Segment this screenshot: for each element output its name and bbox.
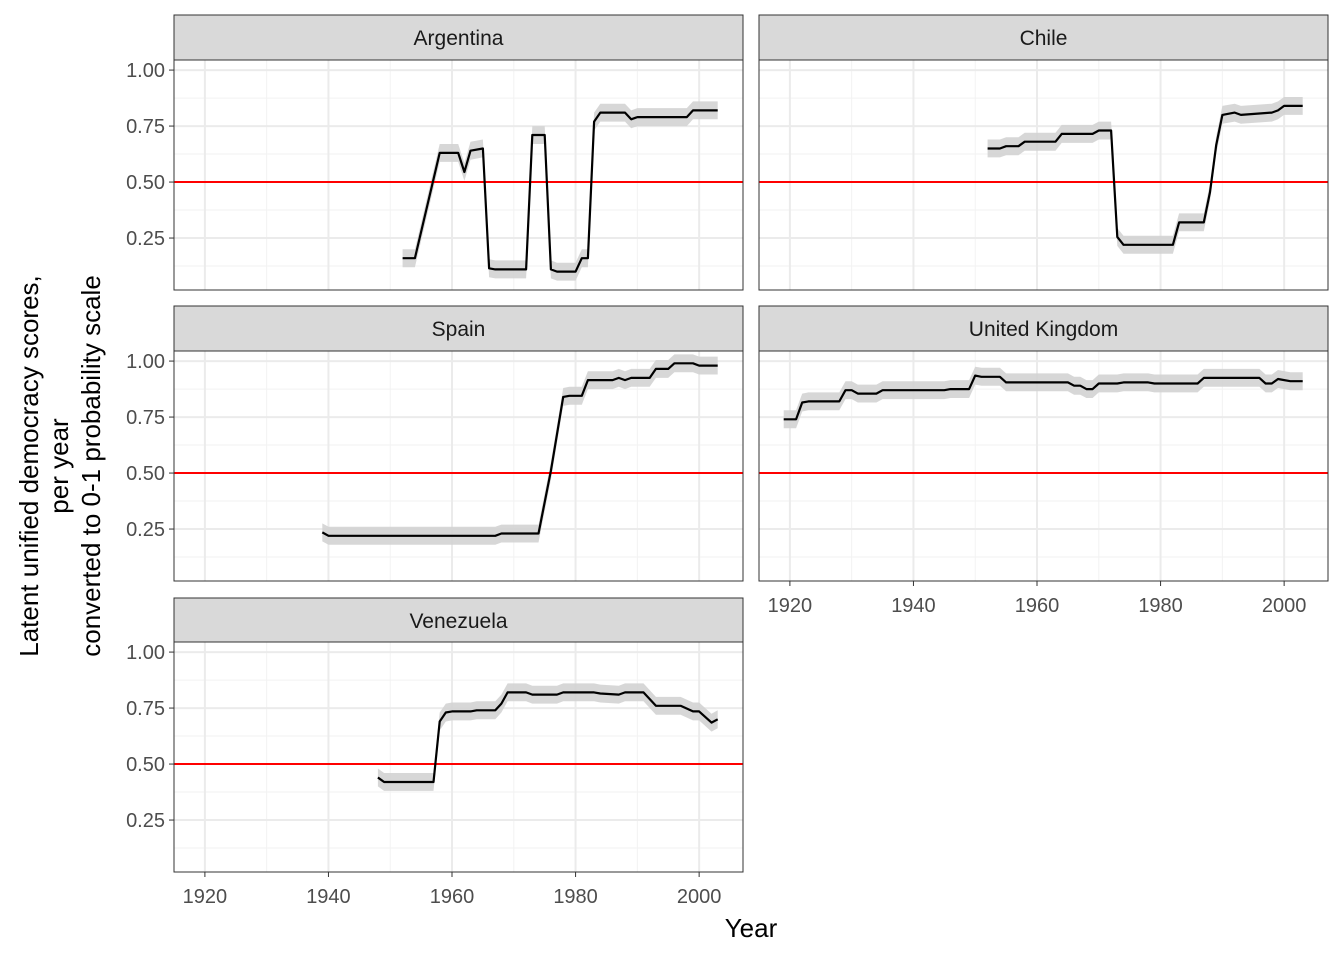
panel-border xyxy=(173,350,744,582)
facet-strip xyxy=(758,305,1329,352)
y-axis-title-line-3: converted to 0-1 probability scale xyxy=(76,275,106,657)
panel-venezuela: Venezuela 0.25 0.50 0.75 1.00 1920 1940 1960 198… xyxy=(126,597,744,908)
x-tick-label: 1940 xyxy=(891,595,936,617)
series-line xyxy=(321,362,718,537)
y-tick-label: 0.50 xyxy=(126,172,165,194)
y-tick-label: 1.00 xyxy=(126,60,165,82)
y-axis-title: Latent unified democracy scores, per yea… xyxy=(14,275,106,657)
facet-strip-label: Chile xyxy=(1020,27,1068,50)
x-tick-label: 1960 xyxy=(430,886,475,908)
series-line xyxy=(402,109,718,273)
panel-argentina: Argentina 0.25 0.50 0.75 1.00 xyxy=(126,14,744,291)
facet-strip-label: Spain xyxy=(432,318,486,341)
facet-strip xyxy=(758,14,1329,61)
panel-background xyxy=(174,60,743,290)
y-tick-label: 0.25 xyxy=(126,810,165,832)
y-tick-label: 0.75 xyxy=(126,407,165,429)
y-tick-label: 0.75 xyxy=(126,116,165,138)
confidence-band xyxy=(377,683,718,791)
y-tick-label: 1.00 xyxy=(126,642,165,664)
facet-strip-label: Argentina xyxy=(414,27,504,50)
x-tick-label: 1980 xyxy=(1138,595,1183,617)
facet-strip xyxy=(173,14,744,61)
y-axis-title-line-1: Latent unified democracy scores, xyxy=(14,275,44,657)
y-tick-label: 0.50 xyxy=(126,463,165,485)
x-tick-label: 1960 xyxy=(1015,595,1060,617)
x-tick-label: 2000 xyxy=(677,886,722,908)
x-tick-label: 2000 xyxy=(1262,595,1307,617)
panel-chile: Chile xyxy=(758,14,1329,291)
facet-strip-label: United Kingdom xyxy=(969,318,1118,341)
y-tick-label: 0.75 xyxy=(126,698,165,720)
confidence-band xyxy=(402,101,718,281)
panel-border xyxy=(758,59,1329,291)
panel-spain: Spain 0.25 0.50 0.75 1.00 xyxy=(126,305,744,582)
facet-strip xyxy=(173,305,744,352)
panel-background xyxy=(759,60,1328,290)
panel-background xyxy=(174,642,743,872)
y-axis-title-line-2: per year xyxy=(44,418,74,514)
panel-border xyxy=(173,59,744,291)
facet-strip-label: Venezuela xyxy=(409,610,507,633)
x-tick-label: 1920 xyxy=(183,886,228,908)
confidence-band xyxy=(783,366,1303,429)
panel-border xyxy=(173,641,744,873)
y-tick-label: 1.00 xyxy=(126,351,165,373)
x-axis-title: Year xyxy=(725,913,778,943)
y-tick-label: 0.50 xyxy=(126,754,165,776)
series-line xyxy=(377,691,719,784)
y-tick-label: 0.25 xyxy=(126,228,165,250)
x-tick-label: 1940 xyxy=(306,886,351,908)
series-line xyxy=(987,104,1303,246)
panel-border xyxy=(758,350,1329,582)
panel-background xyxy=(174,351,743,581)
panel-united-kingdom: United Kingdom 1920 1940 1960 1980 2000 xyxy=(758,305,1329,617)
x-tick-label: 1920 xyxy=(768,595,813,617)
confidence-band xyxy=(987,97,1303,254)
facet-strip xyxy=(173,597,744,643)
series-line xyxy=(783,374,1303,421)
x-tick-label: 1980 xyxy=(553,886,598,908)
y-tick-label: 0.25 xyxy=(126,519,165,541)
